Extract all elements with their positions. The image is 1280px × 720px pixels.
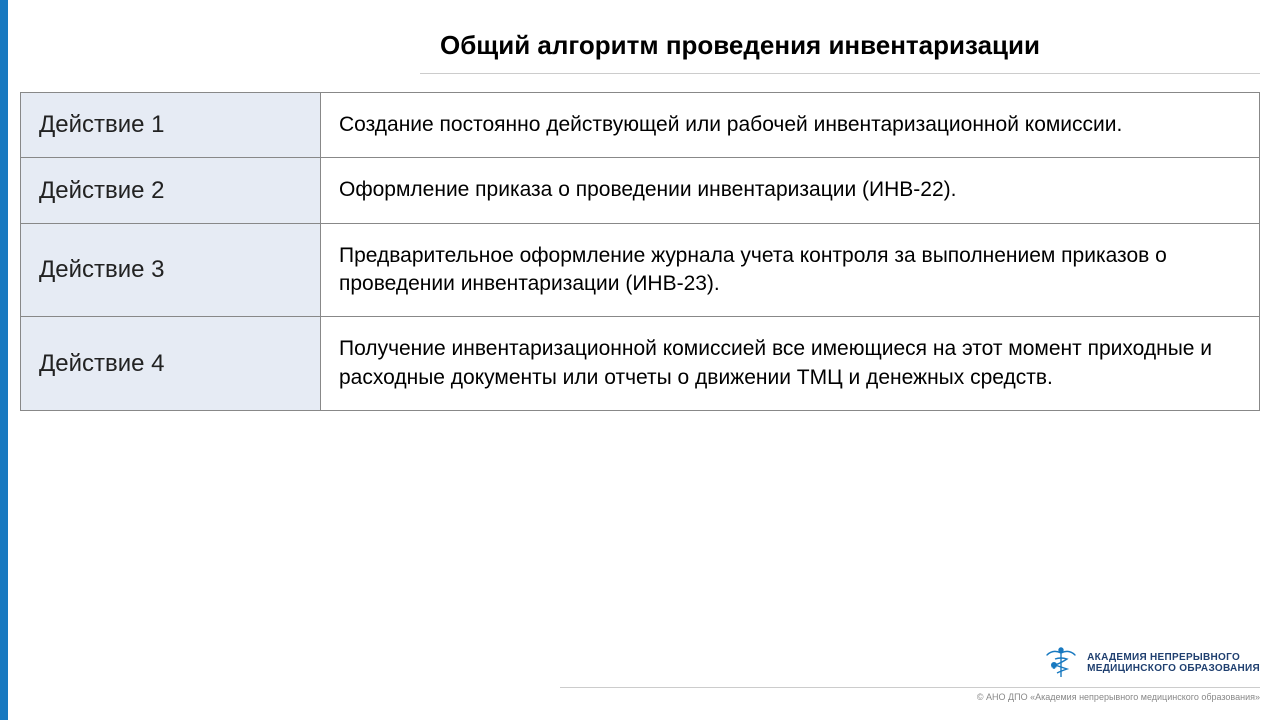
action-desc-cell: Предварительное оформление журнала учета…	[321, 223, 1260, 317]
footer: ✚ АКАДЕМИЯ НЕПРЕРЫВНОГО МЕДИЦИНСКОГО ОБР…	[560, 645, 1260, 702]
slide-content: Общий алгоритм проведения инвентаризации…	[0, 0, 1280, 411]
footer-divider	[560, 687, 1260, 688]
action-label-cell: Действие 3	[21, 223, 321, 317]
action-label-cell: Действие 4	[21, 317, 321, 411]
action-label-cell: Действие 2	[21, 158, 321, 223]
algorithm-table: Действие 1 Создание постоянно действующе…	[20, 92, 1260, 411]
caduceus-icon: ✚	[1043, 645, 1079, 681]
left-accent-bar	[0, 0, 8, 720]
table-row: Действие 2 Оформление приказа о проведен…	[21, 158, 1260, 223]
page-title: Общий алгоритм проведения инвентаризации	[20, 30, 1260, 61]
table-row: Действие 3 Предварительное оформление жу…	[21, 223, 1260, 317]
table-row: Действие 4 Получение инвентаризационной …	[21, 317, 1260, 411]
action-desc-cell: Оформление приказа о проведении инвентар…	[321, 158, 1260, 223]
copyright-text: © АНО ДПО «Академия непрерывного медицин…	[977, 692, 1260, 702]
logo-line2: МЕДИЦИНСКОГО ОБРАЗОВАНИЯ	[1087, 663, 1260, 674]
title-divider	[420, 73, 1260, 74]
logo-text: АКАДЕМИЯ НЕПРЕРЫВНОГО МЕДИЦИНСКОГО ОБРАЗ…	[1087, 652, 1260, 674]
action-desc-cell: Получение инвентаризационной комиссией в…	[321, 317, 1260, 411]
action-label-cell: Действие 1	[21, 93, 321, 158]
table-row: Действие 1 Создание постоянно действующе…	[21, 93, 1260, 158]
logo-line1: АКАДЕМИЯ НЕПРЕРЫВНОГО	[1087, 652, 1260, 663]
svg-text:✚: ✚	[1052, 664, 1056, 670]
action-desc-cell: Создание постоянно действующей или рабоч…	[321, 93, 1260, 158]
logo-block: ✚ АКАДЕМИЯ НЕПРЕРЫВНОГО МЕДИЦИНСКОГО ОБР…	[1043, 645, 1260, 681]
